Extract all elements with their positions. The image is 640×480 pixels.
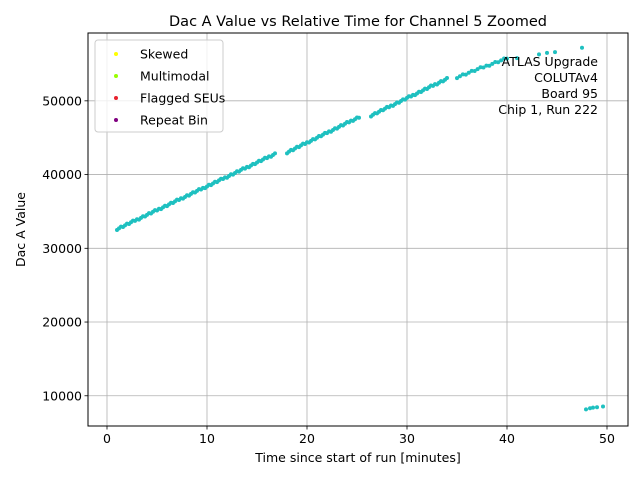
x-tick-label: 20 [299,431,315,446]
y-axis-label: Dac A Value [13,192,28,267]
legend-label-repeat-bin: Repeat Bin [140,113,208,128]
data-point [580,45,584,50]
annotation-line-3: Board 95 [541,86,598,101]
annotation-line-4: Chip 1, Run 222 [498,102,598,117]
x-tick-label: 10 [199,431,215,446]
data-point [584,407,588,412]
data-point [469,68,474,73]
data-point [460,72,465,77]
x-tick-label: 0 [103,431,111,446]
annotation-box: ATLAS Upgrade COLUTAv4 Board 95 Chip 1, … [498,54,598,117]
data-point [475,67,480,72]
data-point [591,405,595,410]
data-point [502,56,507,61]
y-tick-label: 40000 [42,167,82,182]
data-point [463,72,468,77]
legend: Skewed Multimodal Flagged SEUs Repeat Bi… [94,39,225,133]
y-tick-label: 20000 [42,315,82,330]
x-tick-label: 40 [499,431,515,446]
x-tick-label: 30 [399,431,415,446]
y-tick-label: 30000 [42,241,82,256]
y-tick-label: 10000 [42,388,82,403]
chart-title: Dac A Value vs Relative Time for Channel… [169,14,547,30]
data-point [457,74,462,79]
data-point [478,65,483,70]
data-point [601,404,605,409]
legend-marker-multimodal [114,74,118,78]
legend-frame [94,39,224,133]
data-point [545,50,549,55]
legend-label-flagged-seus: Flagged SEUs [140,91,225,106]
annotation-line-1: ATLAS Upgrade [502,54,599,69]
data-point [357,115,361,120]
legend-marker-flagged-seus [114,96,118,100]
data-point [537,52,541,57]
data-point [455,76,459,81]
data-point [515,56,519,61]
y-tick-label: 50000 [42,93,82,108]
data-point [588,406,592,411]
data-points [115,45,605,412]
y-axis: 10000 20000 30000 40000 50000 [42,93,88,403]
data-point [484,63,489,68]
data-point [472,69,477,74]
data-point [466,70,471,75]
legend-label-multimodal: Multimodal [140,69,209,84]
plot-frame [87,32,629,427]
data-point [493,60,498,65]
data-point [490,61,495,66]
legend-label-skewed: Skewed [140,47,188,62]
x-axis-label: Time since start of run [minutes] [254,450,460,465]
x-axis: 0 10 20 30 40 50 [103,426,615,446]
x-tick-label: 50 [599,431,615,446]
data-point [553,50,557,55]
data-point [505,56,509,61]
data-point [445,75,449,80]
data-point [481,65,486,70]
data-point [273,151,277,156]
data-point [487,63,492,68]
legend-marker-repeat-bin [114,118,118,122]
legend-marker-skewed [114,52,118,56]
data-point [496,60,501,65]
data-point [595,405,599,410]
annotation-line-2: COLUTAv4 [534,70,598,85]
data-point [499,58,504,63]
